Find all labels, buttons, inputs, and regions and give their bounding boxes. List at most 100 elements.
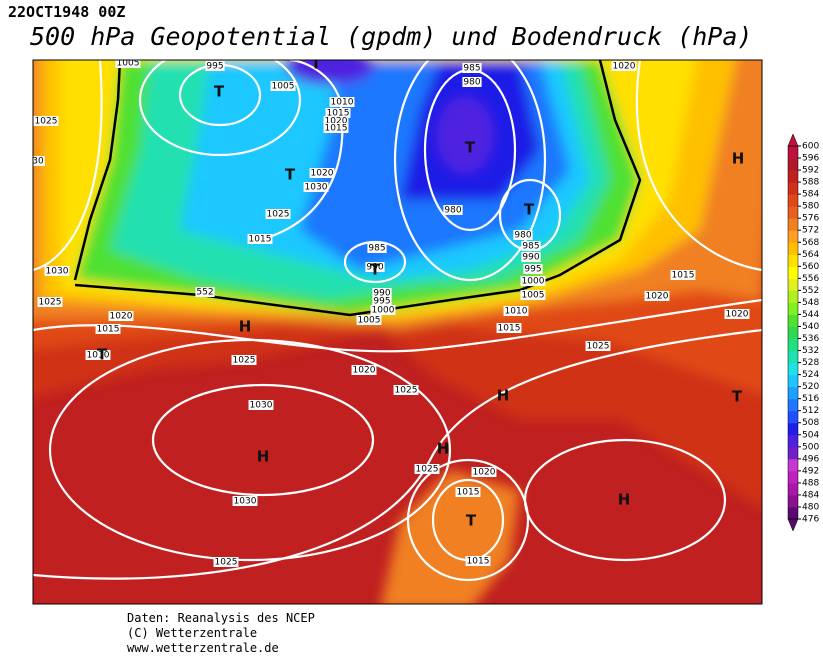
colorbar-swatch [788,338,798,352]
isobar-label-bg [611,61,637,71]
pressure-center: T [370,261,381,279]
colorbar-swatch [788,230,798,243]
isobar-label-bg [496,323,522,333]
colorbar-swatch [788,158,798,171]
pressure-center: H [618,491,631,509]
colorbar-swatch [788,470,798,484]
colorbar-swatch [788,326,798,340]
pressure-center: T [214,83,225,101]
isobar-label: 990 [366,263,383,273]
isobar-label-bg [232,496,258,506]
colorbar-label: 528 [802,358,819,368]
isobar-label-bg [115,60,141,68]
isobar-label: 1020 [353,366,376,376]
isobar-label: 985 [368,244,385,254]
isobar-label-bg [37,297,63,307]
isobar-label: 1015 [249,235,272,245]
isobar-label-bg [323,123,349,133]
pressure-center: T [466,512,477,530]
isobar-label-bg [270,81,296,91]
colorbar-label: 576 [802,214,819,224]
isobar-label: 1030 [305,183,328,193]
isobar-label-bg [462,63,482,73]
colorbar-label: 572 [802,226,819,236]
isobar-label: 990 [373,289,390,299]
colorbar-label: 588 [802,178,819,188]
isobar-label: 1010 [87,351,110,361]
pressure-center: T [732,388,743,406]
isobar-label: 990 [522,253,539,263]
isobar-label: 1015 [327,109,350,119]
colorbar-label: 476 [802,515,819,525]
pressure-center: H [732,150,745,168]
pressure-center: H [239,318,252,336]
isobar-label: 1015 [672,271,695,281]
isobar-label-bg [465,556,491,566]
isobar-label: 1010 [331,98,354,108]
colorbar-label: 596 [802,154,819,164]
isobar-label-bg [521,252,541,262]
colorbar-label: 552 [802,286,819,296]
pressure-center: H [437,440,450,458]
pressure-center: H [257,448,270,466]
colorbar-swatch [788,242,798,255]
isobar-label-bg [95,324,121,334]
pressure-centers: T T T T T T T T T H H H H H H [97,60,745,530]
isobar-label-bg [365,262,385,272]
colorbar-arrow [787,133,799,147]
isobar-label: 1025 [215,558,238,568]
colorbar-label: 536 [802,334,819,344]
isobar-label-bg [351,365,377,375]
isobar-label: 1020 [726,310,749,320]
isobar-label: 30 [32,157,44,167]
colorbar-label: 488 [802,478,819,488]
isobar-label-bg [670,270,696,280]
isobar-label: 980 [514,231,531,241]
pressure-center: T [97,346,108,364]
map-frame [32,59,763,605]
isobar-label: 1025 [587,342,610,352]
colorbar-label: 520 [802,382,819,392]
colorbar-swatch [788,458,798,472]
colorbar-label: 532 [802,346,819,356]
isobar-label-bg [372,288,392,298]
colorbar-swatch [788,182,798,195]
height-field [33,60,762,604]
colorbar-swatch [788,290,798,303]
colorbar-swatch [788,362,798,376]
isobar-label: 1025 [35,117,58,127]
isobar-label: 1025 [233,356,256,366]
colorbar-swatch [788,278,798,291]
map-title: 500 hPa Geopotential (gpdm) und Bodendru… [30,22,752,51]
isobar-label: 1030 [234,497,257,507]
isobar-label: 1020 [110,312,133,322]
isobar-label: 1015 [498,324,521,334]
colorbar-swatch [788,218,798,231]
isobar-label: 1000 [522,277,545,287]
isobar-label: 985 [522,242,539,252]
colorbar-frame [787,145,799,520]
isobar-label: 1020 [325,117,348,127]
isobar-label-bg [265,209,291,219]
isobar-label: 1030 [250,401,273,411]
isobar-label-bg [329,97,355,107]
isobar-label-bg [414,464,440,474]
isobar-label: 1005 [117,59,140,69]
isobar-label: 1025 [395,386,418,396]
colorbar-label: 500 [802,442,819,452]
isobar-label-bg [33,156,45,166]
isobar-label-bg [356,315,382,325]
isobar-label: 1005 [358,316,381,326]
colorbar-swatch [788,314,798,327]
isobar-label-bg [521,241,541,251]
isobar-label: 1020 [646,292,669,302]
footer-line: Daten: Reanalysis des NCEP [127,611,315,625]
footer-line: www.wetterzentrale.de [127,641,279,655]
colorbar-label: 524 [802,370,819,380]
colorbar-swatch [788,266,798,279]
isobar-label: 980 [444,206,461,216]
colorbar-label: 548 [802,298,819,308]
isobar-label-bg [85,350,111,360]
colorbar-swatch [788,302,798,315]
